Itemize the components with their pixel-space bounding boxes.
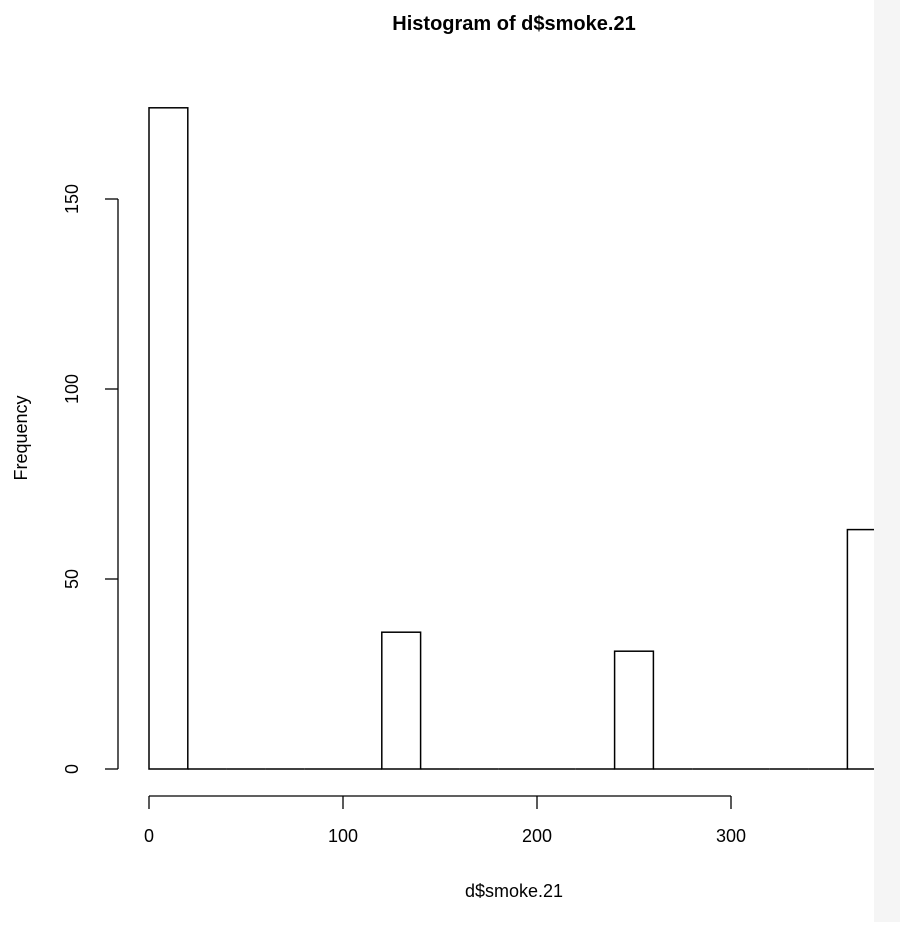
x-tick-label: 0 — [144, 826, 154, 846]
x-tick-label: 200 — [522, 826, 552, 846]
y-axis: 0 50 100 150 — [62, 184, 119, 774]
right-margin-strip — [874, 0, 900, 922]
x-axis-label: d$smoke.21 — [465, 881, 563, 901]
bars-layer — [148, 107, 887, 770]
histogram-bar — [381, 631, 422, 770]
y-tick-label: 0 — [62, 764, 82, 774]
y-tick-label: 100 — [62, 374, 82, 404]
y-axis-label: Frequency — [11, 395, 31, 480]
x-tick-label: 100 — [328, 826, 358, 846]
y-tick-label: 150 — [62, 184, 82, 214]
x-tick-label: 300 — [716, 826, 746, 846]
histogram-bar — [613, 650, 655, 770]
y-tick-label: 50 — [62, 569, 82, 589]
chart-title: Histogram of d$smoke.21 — [392, 13, 635, 35]
histogram-bar — [148, 107, 189, 770]
x-axis: 0 100 200 300 — [144, 795, 746, 846]
